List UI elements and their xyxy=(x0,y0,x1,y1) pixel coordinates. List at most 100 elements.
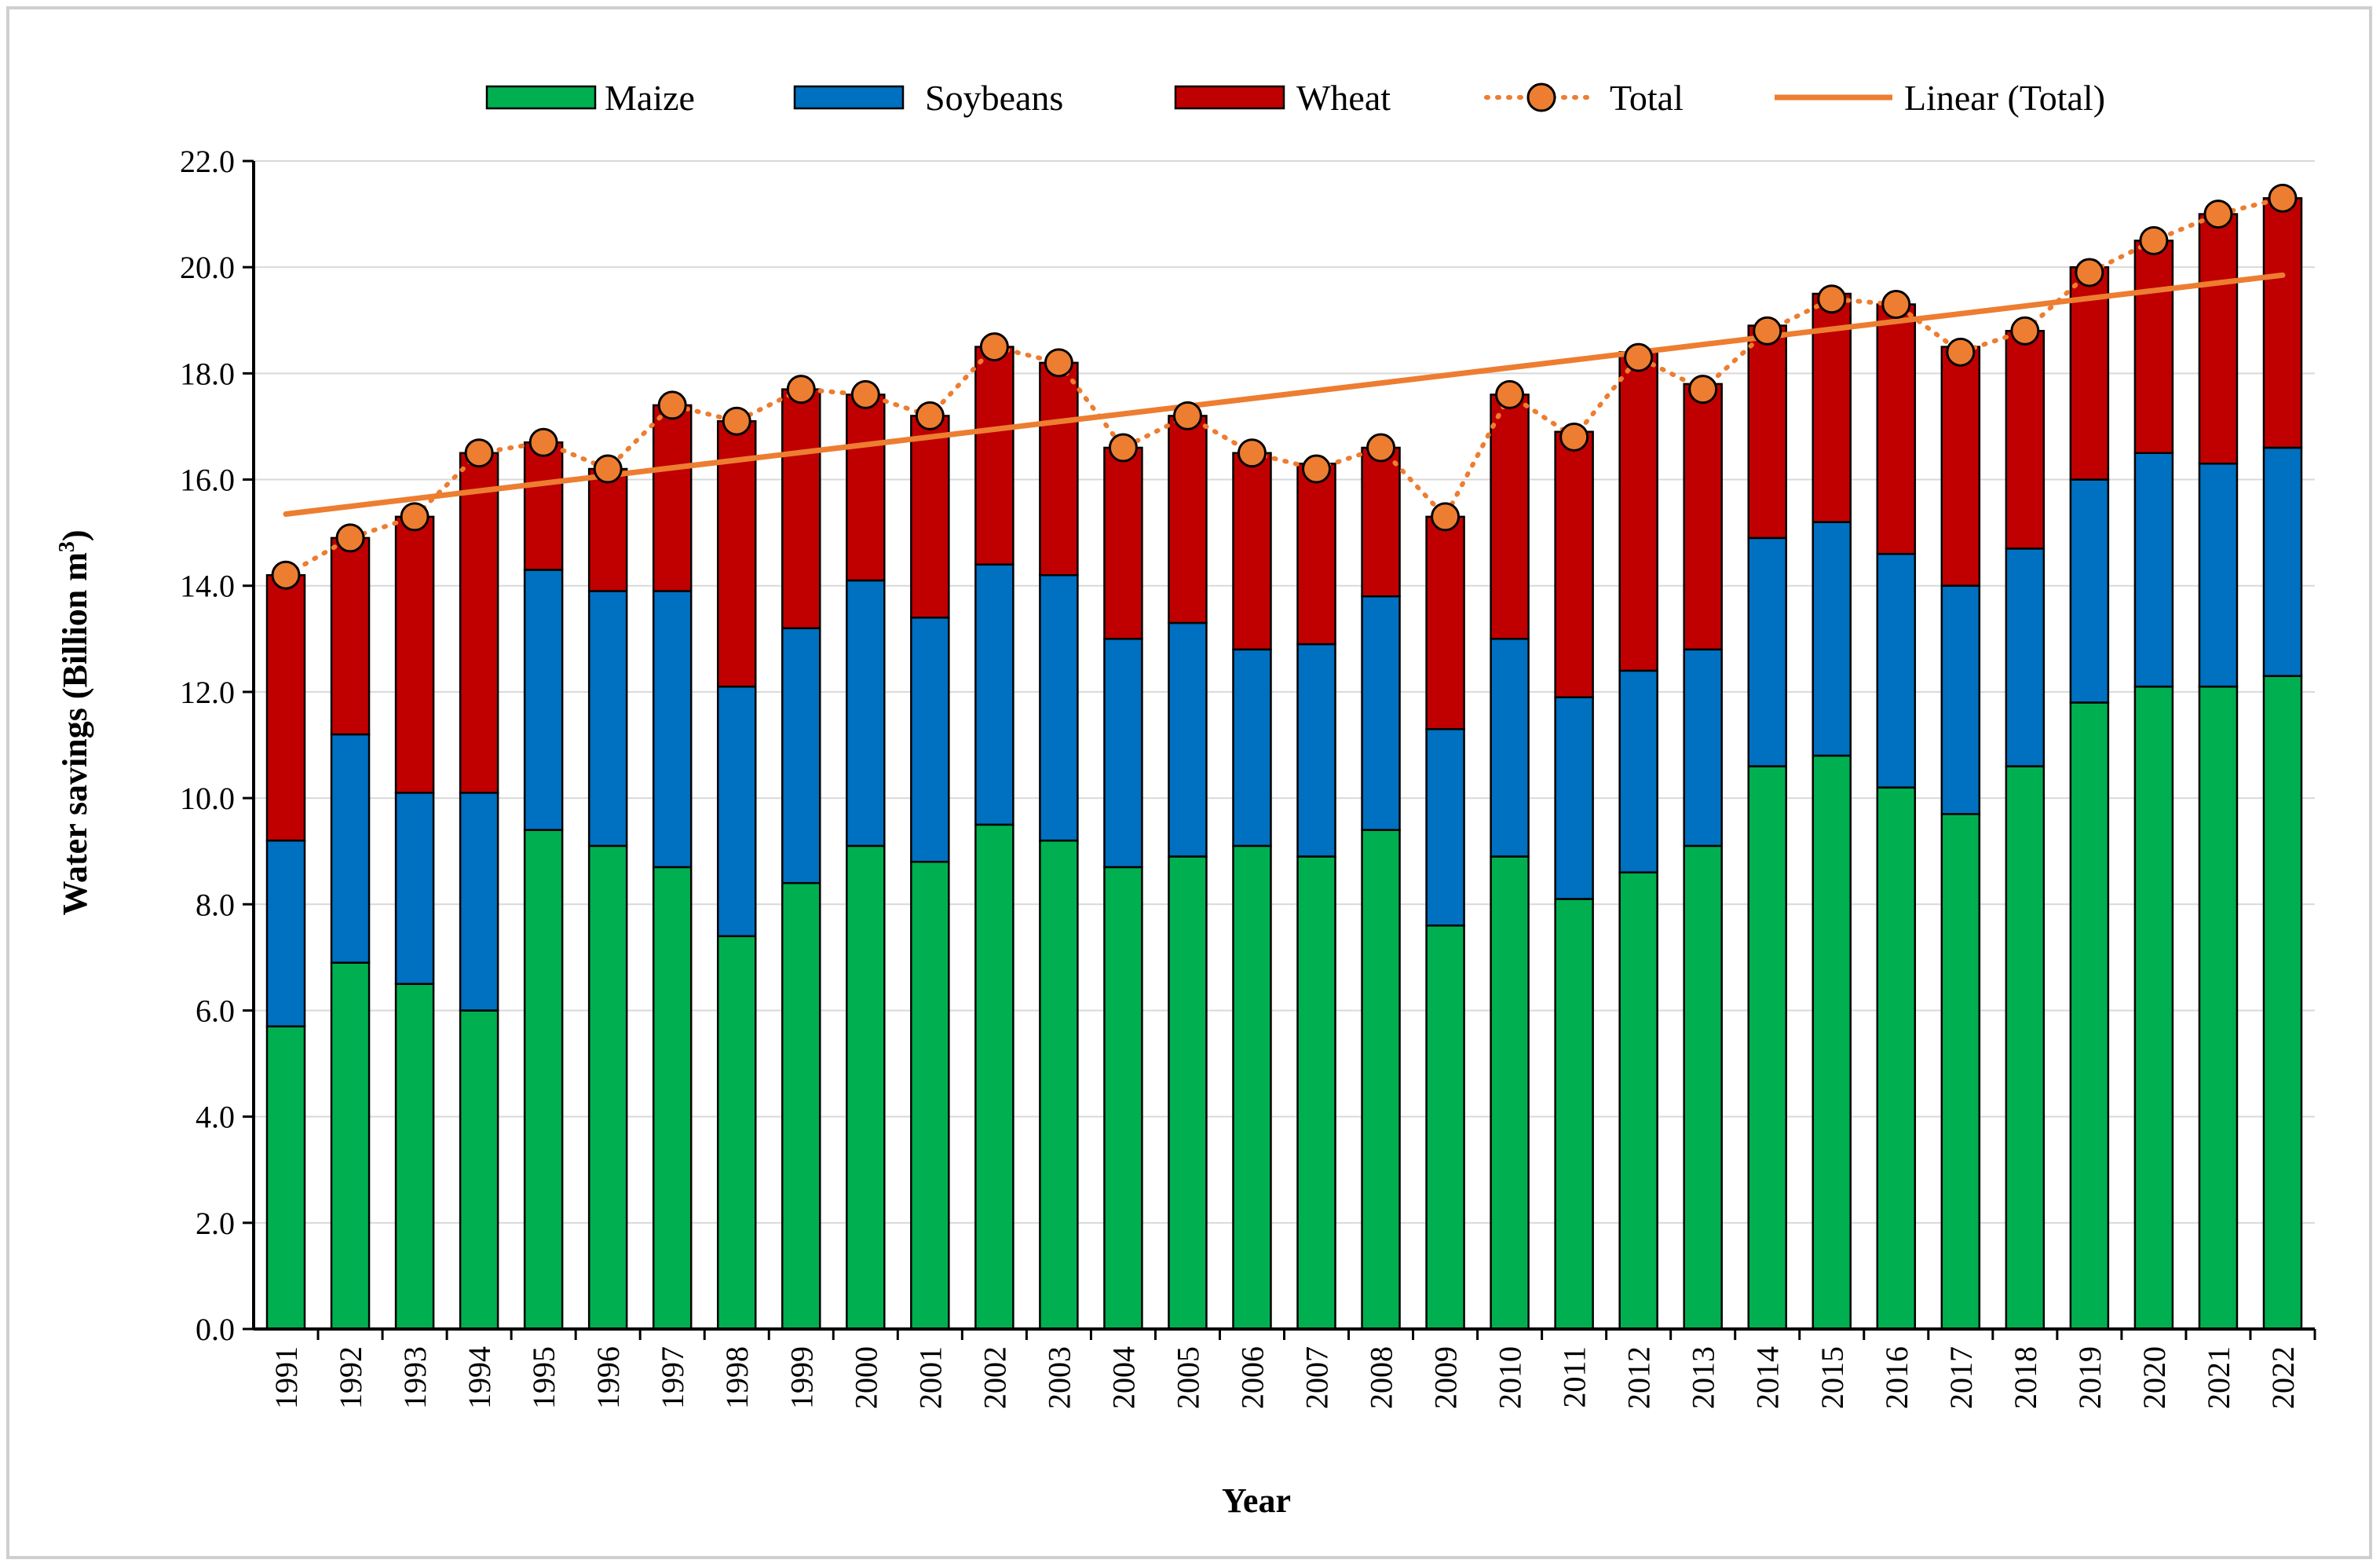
x-tick-label-2001: 2001 xyxy=(912,1346,948,1409)
bar-soybeans-2001 xyxy=(910,617,950,863)
total-marker-2001 xyxy=(915,401,945,430)
bar-soybeans-2022 xyxy=(2262,446,2303,677)
bar-soybeans-2006 xyxy=(1232,648,1272,848)
x-tick-label-2003: 2003 xyxy=(1041,1346,1077,1409)
bar-wheat-2019 xyxy=(2069,265,2110,481)
bar-maize-2013 xyxy=(1683,844,1723,1331)
bar-maize-2014 xyxy=(1747,765,1787,1331)
bar-maize-2020 xyxy=(2133,685,2174,1331)
bar-wheat-2010 xyxy=(1490,394,1530,640)
bar-wheat-2016 xyxy=(1876,303,1917,555)
bar-soybeans-2005 xyxy=(1168,621,1208,858)
bar-wheat-2018 xyxy=(2005,330,2045,550)
x-tick-label-2009: 2009 xyxy=(1428,1346,1464,1409)
bar-soybeans-2010 xyxy=(1490,638,1530,858)
bar-wheat-2020 xyxy=(2133,240,2174,454)
total-marker-1994 xyxy=(464,438,494,468)
bar-soybeans-1992 xyxy=(330,733,371,964)
x-tick-label-1996: 1996 xyxy=(590,1346,626,1409)
y-tick-label: 10.0 xyxy=(180,781,235,816)
bar-soybeans-2009 xyxy=(1425,727,1465,927)
bar-maize-2006 xyxy=(1232,844,1272,1331)
bar-maize-1991 xyxy=(265,1025,306,1331)
bar-maize-1998 xyxy=(716,935,757,1331)
bar-soybeans-1991 xyxy=(265,839,306,1027)
bar-soybeans-2021 xyxy=(2198,463,2239,688)
bar-maize-1999 xyxy=(781,881,821,1331)
bar-maize-2000 xyxy=(846,844,886,1331)
bar-soybeans-2011 xyxy=(1554,696,1594,900)
legend-label-maize: Maize xyxy=(605,78,695,118)
total-marker-2012 xyxy=(1624,342,1654,372)
bar-soybeans-1996 xyxy=(587,590,628,848)
bar-wheat-2013 xyxy=(1683,383,1723,651)
bar-wheat-1995 xyxy=(523,441,564,571)
total-marker-1999 xyxy=(786,375,816,405)
total-marker-2000 xyxy=(850,379,880,409)
bar-wheat-2007 xyxy=(1296,463,1336,646)
bar-wheat-1996 xyxy=(587,467,628,592)
bar-wheat-1993 xyxy=(394,515,435,794)
x-tick-label-2020: 2020 xyxy=(2137,1346,2172,1409)
bar-maize-2002 xyxy=(974,823,1015,1331)
bar-wheat-2006 xyxy=(1232,452,1272,651)
legend-label-total: Total xyxy=(1610,78,1684,118)
bar-soybeans-2015 xyxy=(1812,521,1852,757)
y-tick-label: 20.0 xyxy=(180,250,235,285)
bar-maize-1994 xyxy=(459,1009,499,1331)
bar-soybeans-2000 xyxy=(846,579,886,848)
legend-label-linear-total: Linear (Total) xyxy=(1904,78,2105,118)
total-marker-2008 xyxy=(1366,433,1396,463)
x-tick-label-2004: 2004 xyxy=(1106,1346,1141,1409)
bar-maize-2016 xyxy=(1876,786,1917,1331)
bar-wheat-1991 xyxy=(265,573,306,842)
bar-soybeans-2012 xyxy=(1618,669,1658,873)
bar-wheat-2012 xyxy=(1618,351,1658,672)
bar-maize-1996 xyxy=(587,844,628,1331)
bar-wheat-2001 xyxy=(910,415,950,619)
legend-label-soybeans: Soybeans xyxy=(925,78,1063,118)
total-marker-2014 xyxy=(1753,316,1782,346)
bar-maize-1992 xyxy=(330,961,371,1331)
total-marker-2003 xyxy=(1044,348,1073,378)
bar-maize-2005 xyxy=(1168,855,1208,1331)
bar-soybeans-2004 xyxy=(1103,638,1143,869)
bar-wheat-2008 xyxy=(1361,446,1401,598)
bar-soybeans-2002 xyxy=(974,563,1015,826)
bar-soybeans-2016 xyxy=(1876,552,1917,789)
y-tick-label: 22.0 xyxy=(180,144,235,179)
bar-soybeans-2019 xyxy=(2069,478,2110,704)
total-marker-1993 xyxy=(400,502,430,532)
legend-swatch-maize xyxy=(485,85,597,110)
x-tick-label-1994: 1994 xyxy=(462,1346,497,1409)
y-tick-label: 14.0 xyxy=(180,569,235,604)
total-marker-2020 xyxy=(2139,225,2169,255)
bar-soybeans-2020 xyxy=(2133,452,2174,688)
bar-maize-2012 xyxy=(1618,871,1658,1331)
y-tick-label: 4.0 xyxy=(196,1100,235,1135)
bar-wheat-1998 xyxy=(716,419,757,688)
x-tick-label-2014: 2014 xyxy=(1750,1346,1786,1409)
x-tick-label-2011: 2011 xyxy=(1557,1346,1592,1408)
trendline xyxy=(283,272,2286,517)
x-tick-label-2018: 2018 xyxy=(2008,1346,2043,1409)
y-tick-label: 6.0 xyxy=(196,993,235,1028)
total-marker-2009 xyxy=(1431,502,1461,532)
legend-label-wheat: Wheat xyxy=(1296,78,1391,118)
x-tick-label-2006: 2006 xyxy=(1234,1346,1270,1409)
x-tick-label-2012: 2012 xyxy=(1621,1346,1657,1409)
x-tick-label-2000: 2000 xyxy=(848,1346,883,1409)
bar-wheat-2021 xyxy=(2198,213,2239,465)
bar-maize-2015 xyxy=(1812,754,1852,1331)
total-marker-2022 xyxy=(2268,183,2298,213)
x-tick-label-2021: 2021 xyxy=(2201,1346,2236,1409)
bar-wheat-2022 xyxy=(2262,197,2303,449)
x-tick-label-2008: 2008 xyxy=(1364,1346,1399,1409)
legend: Maize Soybeans Wheat Total Linear (Total) xyxy=(485,78,2105,118)
total-marker-2011 xyxy=(1559,422,1589,452)
total-marker-2002 xyxy=(979,332,1009,362)
bar-maize-2001 xyxy=(910,860,950,1331)
bar-wheat-2003 xyxy=(1039,361,1079,577)
total-marker-1997 xyxy=(657,390,687,420)
total-marker-1996 xyxy=(593,454,623,484)
